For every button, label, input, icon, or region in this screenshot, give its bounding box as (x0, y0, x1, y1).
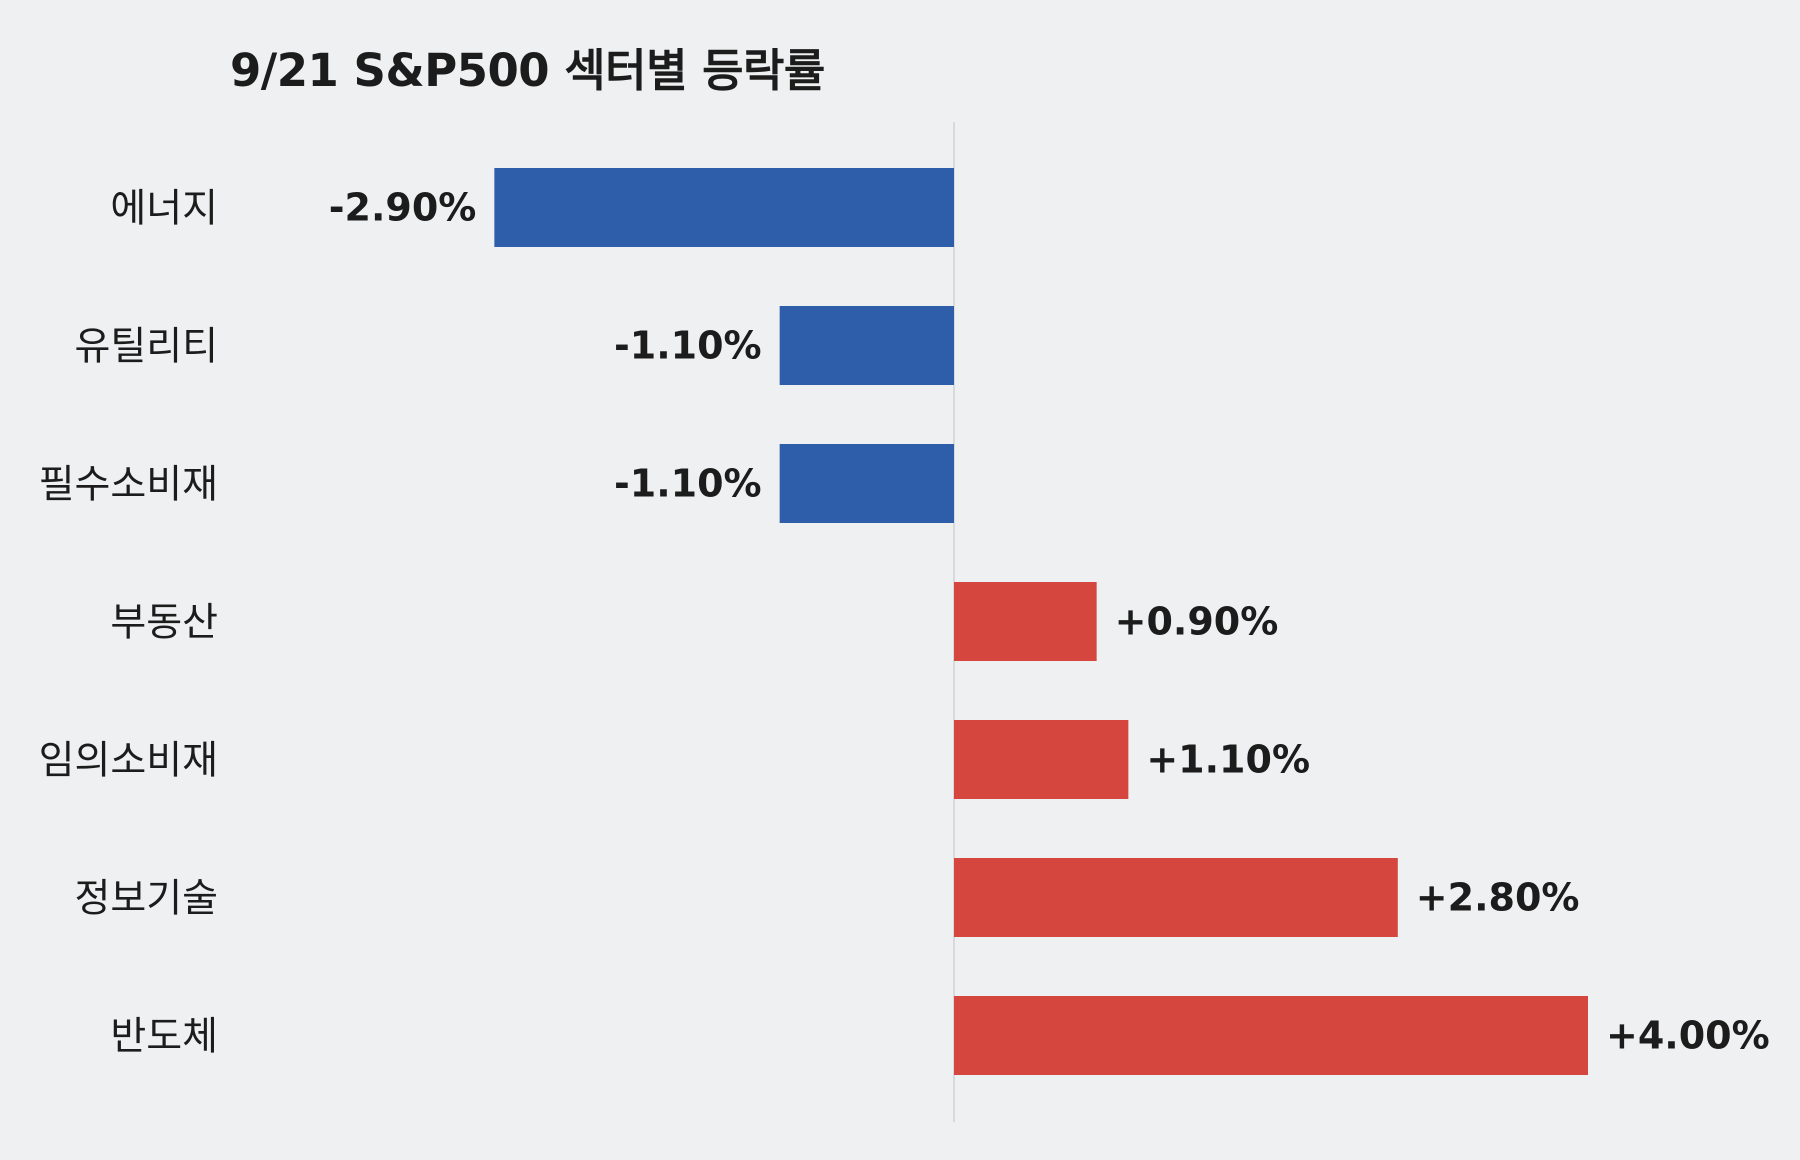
category-label: 유틸리티 (74, 325, 218, 370)
category-label: 에너지 (110, 187, 218, 232)
bar-2 (779, 306, 954, 385)
value-label: +1.10% (1146, 738, 1310, 782)
category-label: 필수소비재 (39, 463, 218, 508)
value-label: -1.10% (614, 462, 762, 506)
value-label: +0.90% (1115, 600, 1279, 644)
value-label: +4.00% (1606, 1014, 1770, 1058)
bar-7 (954, 996, 1588, 1075)
category-label: 부동산 (110, 601, 218, 646)
category-label: 임의소비재 (39, 739, 218, 784)
bar-5 (954, 720, 1129, 799)
bar-3 (779, 444, 954, 523)
bar-6 (954, 858, 1398, 937)
bar-4 (954, 582, 1097, 661)
chart-title: 9/21 S&P500 섹터별 등락률 (230, 44, 825, 97)
category-label: 반도체 (110, 1015, 218, 1060)
value-label: -1.10% (614, 324, 762, 368)
bar-1 (494, 168, 954, 247)
category-label: 정보기술 (74, 877, 218, 922)
value-label: -2.90% (329, 186, 477, 230)
value-label: +2.80% (1416, 876, 1580, 920)
